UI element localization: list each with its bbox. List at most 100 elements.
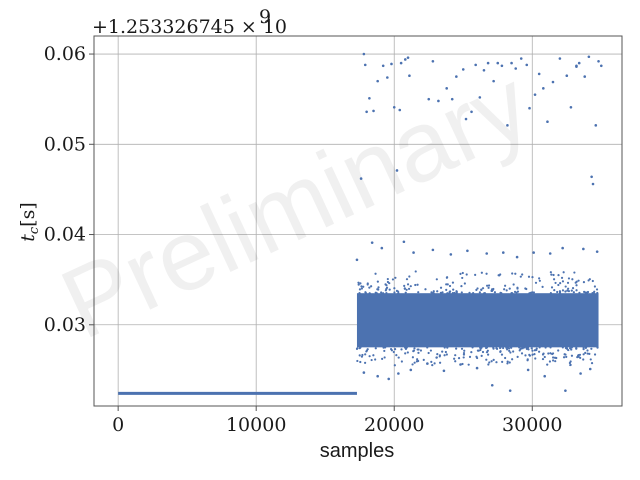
band-point [554,360,557,363]
band-point [357,283,360,286]
band-point [468,355,472,358]
band-point [549,352,552,355]
band-point [558,291,562,295]
band-point [590,347,593,350]
data-point [442,369,446,373]
band-point [471,346,474,349]
band-point [499,291,502,294]
band-point [550,273,553,276]
data-marks [118,52,603,395]
band-point [366,282,369,285]
band-point [408,275,411,278]
band-point [593,285,597,288]
band-point [562,356,566,359]
band-point [440,292,443,295]
band-point [383,349,386,353]
band-point [493,291,497,294]
band-point [365,349,369,352]
band-point [505,346,508,349]
band-point [559,282,562,285]
band-point [531,349,534,352]
band-point [535,348,538,352]
band-point [411,356,414,359]
data-point [470,110,473,114]
data-point [582,247,585,251]
band-point [414,270,417,273]
band-point [485,346,489,349]
band-point [508,287,511,290]
data-point [587,55,591,59]
band-point [370,285,373,288]
band-point [561,280,565,283]
band-point [516,286,519,289]
band-point [454,360,457,363]
band-point [577,279,580,282]
band-point [543,355,546,359]
data-point [546,120,549,124]
y-tick-label: 0.04 [44,224,86,246]
band-point [553,289,556,292]
band-point [582,281,586,284]
band-point [593,353,597,356]
data-point [533,93,537,96]
band-point [424,288,427,291]
band-point [534,357,537,360]
band-point [445,283,448,286]
band-point [417,359,420,363]
data-point [426,362,429,365]
data-point [532,251,535,254]
band-point [591,279,594,283]
band-point [429,349,432,352]
band-point [474,273,477,276]
band-point [487,286,490,289]
band-point [596,346,599,349]
band-point [527,275,531,278]
band-point [578,291,581,294]
band-point [360,355,364,358]
band-point [488,361,491,364]
band-point [564,290,567,293]
band-point [557,283,560,287]
band-point [575,346,578,350]
band-point [548,360,552,363]
band-point [457,357,461,360]
data-point [583,75,587,78]
band-point [486,349,489,352]
band-point [416,358,419,361]
band-point [385,286,389,289]
band-point [516,355,519,359]
band-point [502,346,505,350]
band-point [552,273,555,277]
band-point [519,348,522,351]
band-point [481,350,485,354]
band-point [412,349,416,352]
band-point [417,351,420,354]
band-point [376,280,379,283]
data-point [380,246,384,250]
band-point [443,346,446,349]
band-point [532,291,536,294]
band-point [395,354,398,357]
band-point [393,364,396,367]
data-point [558,57,562,60]
band-point [461,362,464,366]
band-point [357,281,360,284]
x-tick-label: 20000 [364,414,424,436]
band-point [485,358,488,361]
data-point [395,169,399,172]
band-point [511,292,514,295]
band-point [386,277,389,281]
band-point [554,281,557,285]
data-point [599,64,603,68]
data-point [406,56,410,59]
band-point [538,279,541,282]
band-point [499,350,502,353]
y-offset-label: +1.253326745 × 10 [92,16,287,38]
band-point [518,346,521,349]
band-point [388,288,391,291]
band-point [480,354,483,357]
band-point [571,287,575,290]
band-point [430,360,433,363]
band-point [490,360,493,363]
